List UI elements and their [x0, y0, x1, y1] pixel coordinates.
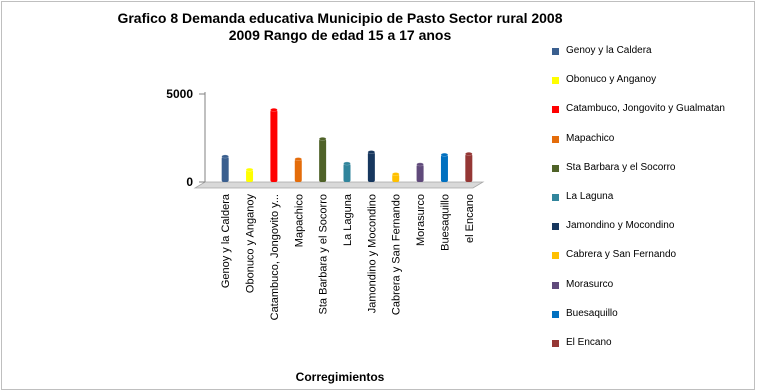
category-label: Buesaquillo: [439, 194, 451, 251]
legend-label: Cabrera y San Fernando: [566, 249, 677, 261]
legend-item: Cabrera y San Fernando: [552, 248, 752, 276]
legend-label: El Encano: [566, 337, 612, 348]
plot-floor: [193, 181, 485, 189]
legend-label: Jamondino y Mocondino: [566, 220, 675, 232]
legend-item: Mapachico: [552, 132, 752, 160]
legend-item: Morasurco: [552, 278, 752, 306]
y-tick-label: 0: [186, 175, 193, 189]
legend-label: Genoy y la Caldera: [566, 45, 652, 56]
legend-swatch: [552, 48, 559, 55]
bar: [294, 159, 302, 182]
category-label: Mapachico: [293, 194, 305, 247]
legend-label: Catambuco, Jongovito y Gualmatan: [566, 103, 725, 115]
bar-cap: [367, 150, 376, 154]
legend-swatch: [552, 281, 559, 289]
bar-cap: [343, 161, 351, 166]
bar-cap: [465, 151, 473, 156]
legend-label: La Laguna: [566, 191, 614, 202]
legend-item: Sta Barbara y el Socorro: [552, 161, 752, 189]
legend-swatch: [552, 164, 559, 172]
category-label: Morasurco: [415, 194, 427, 246]
bar: [270, 109, 278, 182]
bar: [319, 138, 327, 182]
legend-swatch: [552, 223, 559, 231]
chart-title-line1: Grafico 8 Demanda educativa Municipio de…: [117, 10, 563, 26]
legend-item: Jamondino y Mocondino: [552, 219, 752, 247]
y-tick-label: 5000: [166, 87, 193, 101]
category-label: Genoy y la Caldera: [220, 193, 232, 288]
category-label: Obonuco y Anganoy: [245, 194, 257, 294]
bar-cap: [440, 152, 449, 157]
category-label: Jamondino y Mocondino: [366, 194, 378, 313]
legend-label: Morasurco: [566, 278, 614, 290]
bar: [465, 153, 473, 182]
legend-label: Buesaquillo: [566, 307, 618, 319]
bar-cap: [294, 157, 303, 162]
bar-cap: [391, 172, 400, 176]
category-label: La Laguna: [342, 193, 354, 246]
category-label: Sta Barbara y el Socorro: [318, 194, 330, 314]
legend-item: Catambuco, Jongovito y Gualmatan: [552, 102, 752, 130]
bar-cap: [318, 136, 327, 141]
chart-title: Grafico 8 Demanda educativa Municipio de…: [30, 10, 650, 44]
bar: [246, 169, 254, 182]
bar-cap: [221, 154, 229, 159]
legend-swatch: [552, 106, 559, 114]
bar: [440, 154, 448, 182]
category-label: Catambuco, Jongovito y...: [269, 194, 281, 320]
bar-cap: [245, 167, 254, 172]
legend-item: Obonuco y Anganoy: [552, 73, 752, 101]
legend-label: Sta Barbara y el Socorro: [566, 161, 676, 173]
legend-label: Mapachico: [566, 132, 615, 144]
bar: [221, 156, 229, 182]
legend-item: La Laguna: [552, 190, 752, 218]
chart-title-line2: 2009 Rango de edad 15 a 17 anos: [228, 27, 452, 43]
legend-swatch: [552, 135, 559, 143]
legend-swatch: [552, 252, 559, 260]
bar-cap: [270, 107, 278, 112]
category-label: Cabrera y San Fernando: [391, 194, 403, 315]
legend-item: Genoy y la Caldera: [552, 44, 752, 72]
bar: [392, 174, 400, 182]
legend-swatch: [552, 194, 559, 201]
legend-swatch: [552, 77, 559, 85]
bar-cap: [416, 162, 424, 167]
category-label: el Encano: [464, 194, 476, 243]
legend-item: El Encano: [552, 336, 752, 364]
legend-label: Obonuco y Anganoy: [566, 74, 657, 86]
legend-item: Buesaquillo: [552, 307, 752, 335]
legend-swatch: [552, 310, 559, 318]
bar: [367, 152, 375, 182]
x-axis-label: Corregimientos: [295, 370, 385, 384]
legend-swatch: [552, 340, 559, 347]
bar: [416, 164, 424, 182]
bar: [343, 163, 351, 182]
